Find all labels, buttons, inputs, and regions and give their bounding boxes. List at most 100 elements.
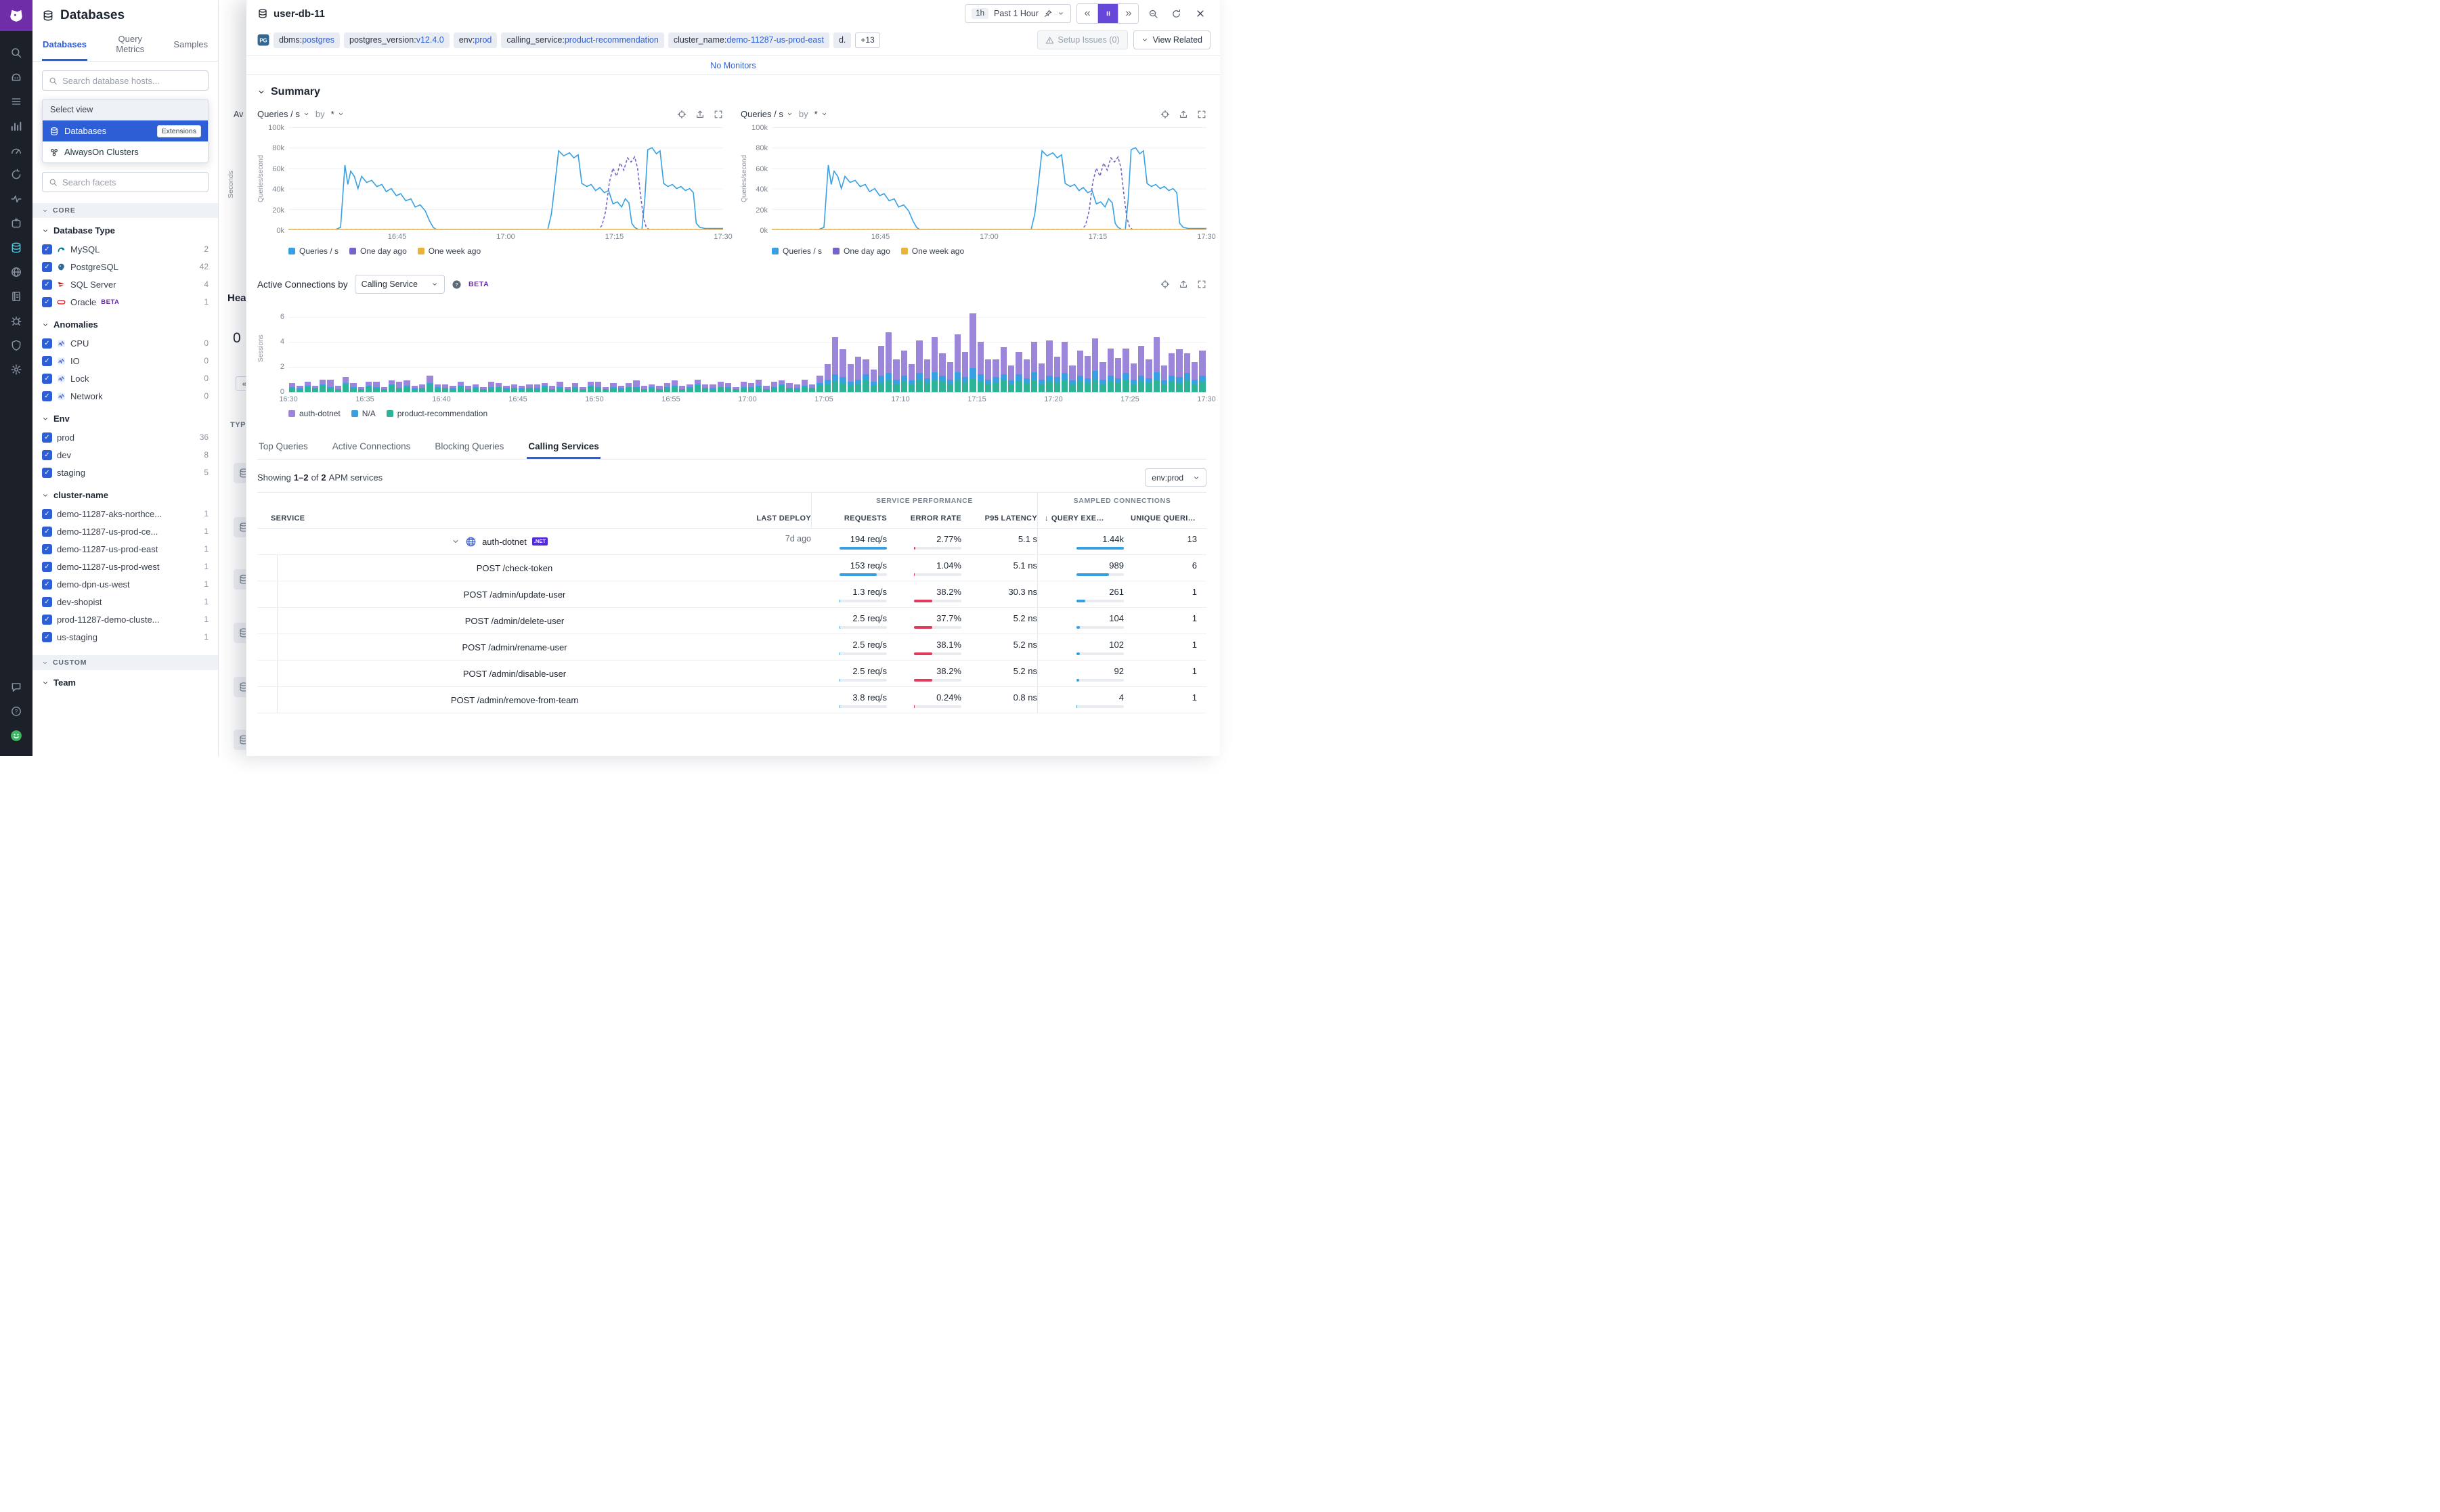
export-icon[interactable]: [695, 110, 705, 119]
expand-icon[interactable]: [1197, 280, 1206, 289]
connections-bar[interactable]: [632, 305, 640, 392]
connections-bar[interactable]: [640, 305, 648, 392]
support-chat-icon[interactable]: [0, 675, 32, 699]
user-avatar-icon[interactable]: [0, 724, 32, 748]
legend-one-week-ago[interactable]: One week ago: [417, 246, 481, 256]
zoom-out-button[interactable]: [1144, 5, 1162, 22]
connections-bar[interactable]: [908, 305, 915, 392]
connections-bar[interactable]: [556, 305, 563, 392]
checkbox[interactable]: ✓: [42, 449, 52, 460]
connections-bar[interactable]: [1145, 305, 1152, 392]
security-icon[interactable]: [0, 333, 32, 357]
connections-bar[interactable]: [510, 305, 518, 392]
col-requests[interactable]: REQUESTS: [811, 508, 887, 528]
checkbox[interactable]: ✓: [42, 614, 52, 625]
facet-demo-11287-aks-northce[interactable]: ✓ demo-11287-aks-northce... 1: [42, 505, 209, 522]
datadog-logo[interactable]: [0, 0, 32, 31]
connections-bar[interactable]: [319, 305, 326, 392]
connections-bar[interactable]: [1084, 305, 1091, 392]
connections-bar[interactable]: [564, 305, 571, 392]
legend-n-a[interactable]: N/A: [351, 409, 376, 418]
view-option-databases[interactable]: Databases Extensions: [43, 120, 208, 141]
expand-icon[interactable]: [1197, 110, 1206, 119]
connections-bar[interactable]: [892, 305, 900, 392]
connections-bar[interactable]: [793, 305, 801, 392]
checkbox[interactable]: ✓: [42, 631, 52, 642]
refresh-button[interactable]: [1167, 5, 1185, 22]
endpoint-name[interactable]: POST /admin/remove-from-team: [450, 694, 579, 705]
legend-one-week-ago[interactable]: One week ago: [900, 246, 964, 256]
connections-bar[interactable]: [441, 305, 449, 392]
time-range-picker[interactable]: 1h Past 1 Hour: [965, 4, 1071, 23]
connections-bar[interactable]: [1091, 305, 1099, 392]
connections-bar[interactable]: [1183, 305, 1191, 392]
connections-bar[interactable]: [824, 305, 831, 392]
chevron-down-icon[interactable]: [1058, 10, 1064, 17]
legend-one-day-ago[interactable]: One day ago: [833, 246, 890, 256]
facet-demo-11287-us-prod-ce[interactable]: ✓ demo-11287-us-prod-ce... 1: [42, 522, 209, 540]
checkbox[interactable]: ✓: [42, 261, 52, 272]
connections-bar[interactable]: [1160, 305, 1168, 392]
export-icon[interactable]: [1179, 110, 1188, 119]
connections-bar[interactable]: [495, 305, 502, 392]
section-custom[interactable]: CUSTOM: [32, 655, 218, 670]
legend-queries-s[interactable]: Queries / s: [288, 246, 339, 256]
col-error-rate[interactable]: ERROR RATE: [910, 514, 961, 522]
facet-oracle[interactable]: ✓ Oracle BETA 1: [42, 293, 209, 311]
connections-bar[interactable]: [1122, 305, 1129, 392]
error-tracking-icon[interactable]: [0, 309, 32, 333]
col-query-exe[interactable]: ↓ QUERY EXE…: [1037, 508, 1124, 528]
facet-lock[interactable]: ✓ Lock 0: [42, 370, 209, 387]
connections-bar[interactable]: [816, 305, 823, 392]
service-name[interactable]: auth-dotnet: [482, 536, 527, 547]
connections-bar[interactable]: [1007, 305, 1015, 392]
connections-bar[interactable]: [931, 305, 938, 392]
tab-top-queries[interactable]: Top Queries: [257, 436, 309, 459]
tag-postgres-version[interactable]: postgres_version: v12.4.0: [344, 32, 450, 48]
connections-bar[interactable]: [1130, 305, 1137, 392]
tab-samples[interactable]: Samples: [173, 29, 209, 61]
col-service[interactable]: SERVICE: [271, 514, 305, 522]
integrations-icon[interactable]: [0, 211, 32, 236]
time-back-button[interactable]: [1077, 4, 1097, 23]
connections-bar[interactable]: [900, 305, 908, 392]
monitors-icon[interactable]: [0, 187, 32, 211]
connections-bar[interactable]: [502, 305, 510, 392]
connections-bar[interactable]: [342, 305, 349, 392]
table-row-post-admin-disable-user[interactable]: POST /admin/disable-user 2.5 req/s 38.2% 5.…: [257, 661, 1206, 687]
facet-demo-11287-us-prod-west[interactable]: ✓ demo-11287-us-prod-west 1: [42, 558, 209, 575]
facet-postgresql[interactable]: ✓ PostgreSQL 42: [42, 258, 209, 275]
connections-bar[interactable]: [808, 305, 816, 392]
facet-dev-shopist[interactable]: ✓ dev-shopist 1: [42, 593, 209, 610]
connections-bar[interactable]: [1175, 305, 1183, 392]
connections-bar[interactable]: [740, 305, 747, 392]
tag-env[interactable]: env: prod: [453, 32, 498, 48]
connections-bar[interactable]: [762, 305, 770, 392]
connections-bar[interactable]: [885, 305, 892, 392]
connections-bar[interactable]: [678, 305, 686, 392]
connections-bar[interactable]: [961, 305, 969, 392]
connections-bar[interactable]: [365, 305, 372, 392]
setup-issues-button[interactable]: Setup Issues (0): [1037, 30, 1128, 49]
apm-services-icon[interactable]: [0, 138, 32, 162]
connections-bar[interactable]: [357, 305, 365, 392]
tab-active-connections[interactable]: Active Connections: [331, 436, 412, 459]
timeseries-plot[interactable]: [772, 127, 1206, 230]
connections-bar[interactable]: [518, 305, 525, 392]
ci-icon[interactable]: [0, 162, 32, 187]
connections-bar[interactable]: [326, 305, 334, 392]
timeseries-plot[interactable]: [288, 127, 723, 230]
connections-bar[interactable]: [801, 305, 808, 392]
connections-bar[interactable]: [472, 305, 479, 392]
connections-bar[interactable]: [403, 305, 410, 392]
table-row-post-admin-delete-user[interactable]: POST /admin/delete-user 2.5 req/s 37.7% 5.2…: [257, 608, 1206, 634]
checkbox[interactable]: ✓: [42, 338, 52, 349]
table-row-post-admin-update-user[interactable]: POST /admin/update-user 1.3 req/s 38.2% 30.…: [257, 581, 1206, 608]
facet-group-head-cluster-name[interactable]: cluster-name: [42, 490, 209, 500]
connections-bar[interactable]: [877, 305, 885, 392]
table-row-post-check-token[interactable]: POST /check-token 153 req/s 1.04% 5.1 ns 989…: [257, 555, 1206, 581]
facet-group-head-env[interactable]: Env: [42, 414, 209, 424]
connections-bar[interactable]: [778, 305, 785, 392]
legend-product-recommendation[interactable]: product-recommendation: [386, 409, 487, 418]
connections-bar[interactable]: [1099, 305, 1106, 392]
